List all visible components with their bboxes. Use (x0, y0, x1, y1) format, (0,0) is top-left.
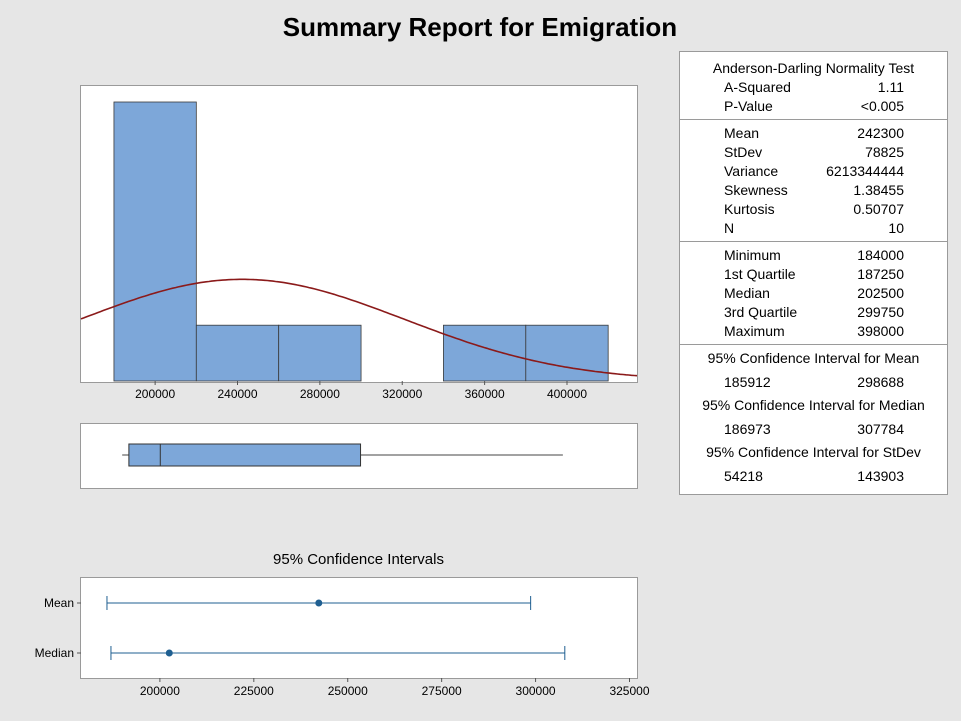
report-title: Summary Report for Emigration (282, 12, 678, 42)
histogram-x-tick-label: 200000 (135, 387, 175, 401)
stats-row: N 10 (680, 219, 947, 238)
stats-row: 3rd Quartile 299750 (680, 303, 947, 322)
stats-label: Minimum (724, 247, 781, 263)
ci-x-tick-label: 275000 (422, 684, 462, 698)
interval-row: 185912 298688 (680, 370, 947, 394)
stats-value: 6213344444 (826, 163, 904, 179)
interval-title: 95% Confidence Interval for Mean (707, 350, 920, 366)
histogram-bar (113, 101, 197, 382)
ci-x-tick-label: 325000 (609, 684, 649, 698)
stats-row: Skewness 1.38455 (680, 181, 947, 200)
stats-value: 202500 (857, 285, 904, 301)
ci-x-tick-label: 200000 (140, 684, 180, 698)
stats-row: StDev 78825 (680, 143, 947, 162)
stats-label: Variance (724, 163, 779, 179)
stats-row: A-Squared 1.11 (680, 78, 947, 97)
ci-estimate-point (165, 649, 173, 657)
stats-value: 0.50707 (853, 201, 904, 217)
stats-label: Skewness (724, 182, 788, 198)
stats-row: Kurtosis 0.50707 (680, 200, 947, 219)
stats-row: 1st Quartile 187250 (680, 265, 947, 284)
stats-label: 1st Quartile (724, 266, 796, 282)
stats-value: 1.11 (877, 79, 904, 95)
stats-label: Mean (724, 125, 760, 141)
histogram-x-tick-label: 280000 (300, 387, 340, 401)
boxplot-box (128, 443, 362, 467)
histogram-x-tick-label: 240000 (217, 387, 257, 401)
interval-title: 95% Confidence Interval for Median (702, 397, 925, 413)
stats-label: Kurtosis (724, 201, 775, 217)
stats-row: Minimum 184000 (680, 246, 947, 265)
interval-row: 54218 143903 (680, 464, 947, 488)
ci-chart-title: 95% Confidence Intervals (273, 551, 444, 568)
interval-low: 54218 (724, 468, 763, 484)
stats-value: 184000 (857, 247, 904, 263)
ci-panel (80, 577, 638, 679)
quantiles-section: Minimum 184000 1st Quartile 187250 Median 202… (680, 242, 947, 345)
interval-high: 298688 (857, 374, 904, 390)
stats-row: Median 202500 (680, 284, 947, 303)
stats-label: StDev (724, 144, 763, 160)
ci-x-tick-label: 300000 (516, 684, 556, 698)
stats-value: 398000 (857, 323, 904, 339)
interval-row: 186973 307784 (680, 417, 947, 441)
histogram-x-tick-label: 320000 (382, 387, 422, 401)
stats-row: Maximum 398000 (680, 322, 947, 341)
stats-row: Variance 6213344444 (680, 162, 947, 181)
stats-value: 242300 (857, 125, 904, 141)
stats-value: 78825 (865, 144, 904, 160)
interval-low: 186973 (724, 421, 771, 437)
stats-label: P-Value (724, 98, 773, 114)
stats-value: 299750 (857, 304, 904, 320)
ci-x-tick-label: 250000 (328, 684, 368, 698)
interval-high: 143903 (857, 468, 904, 484)
histogram-x-tick-label: 360000 (465, 387, 505, 401)
intervals-section: 95% Confidence Interval for Mean 185912 29… (680, 345, 947, 488)
normality-title: Anderson-Darling Normality Test (712, 60, 915, 76)
histogram-x-tick-label: 400000 (547, 387, 587, 401)
stats-value: 1.38455 (853, 182, 904, 198)
interval-high: 307784 (857, 421, 904, 437)
stats-label: 3rd Quartile (724, 304, 798, 320)
stats-value: <0.005 (860, 98, 904, 114)
stats-label: A-Squared (724, 79, 791, 95)
moments-section: Mean 242300 StDev 78825 Variance 6213344444 Sk… (680, 120, 947, 242)
stats-value: 10 (888, 220, 904, 236)
stats-row: Mean 242300 (680, 124, 947, 143)
normality-section: Anderson-Darling Normality Test A-Square… (680, 52, 947, 120)
stats-label: Maximum (724, 323, 785, 339)
stats-value: 187250 (857, 266, 904, 282)
stats-label: Median (724, 285, 770, 301)
ci-category-label: Mean (44, 596, 74, 610)
stats-table: Anderson-Darling Normality Test A-Square… (679, 51, 948, 495)
ci-category-label: Median (35, 646, 74, 660)
interval-low: 185912 (724, 374, 771, 390)
ci-x-tick-label: 225000 (234, 684, 274, 698)
normal-fit-curve (80, 278, 638, 377)
histogram-bar (195, 324, 280, 382)
ci-estimate-point (315, 599, 323, 607)
stats-label: N (724, 220, 735, 236)
stats-row: P-Value <0.005 (680, 97, 947, 116)
interval-title: 95% Confidence Interval for StDev (706, 444, 921, 460)
